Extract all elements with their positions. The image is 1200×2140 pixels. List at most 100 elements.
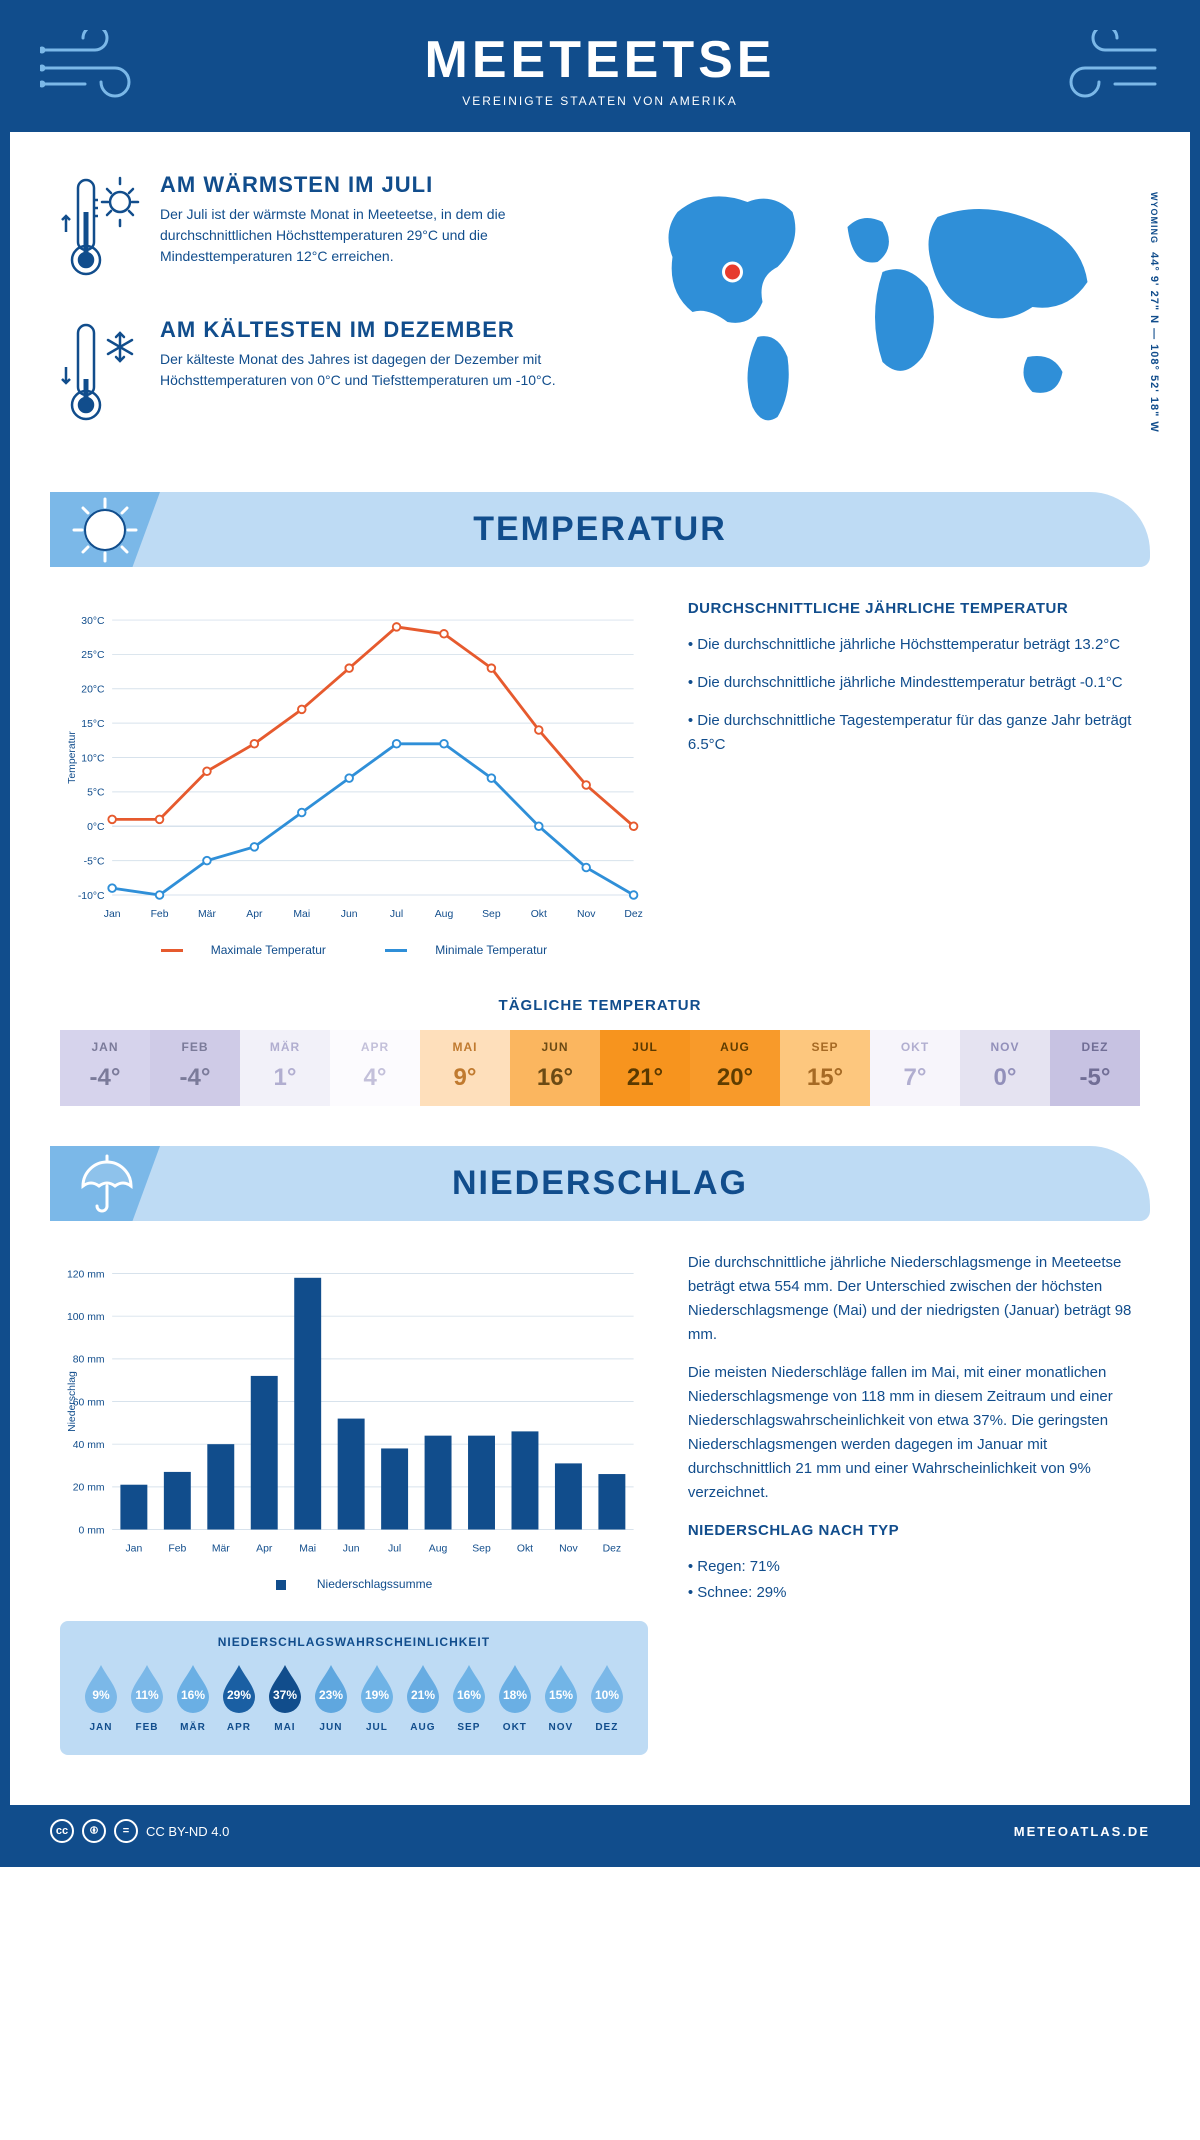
temp-side-l3: • Die durchschnittliche Tagestemperatur … [688, 709, 1140, 757]
svg-text:Jan: Jan [125, 1543, 142, 1554]
svg-text:Mai: Mai [293, 909, 310, 920]
svg-text:Feb: Feb [151, 909, 169, 920]
prob-drop: 19% JUL [354, 1661, 400, 1733]
precip-snow: • Schnee: 29% [688, 1581, 1140, 1605]
svg-text:120 mm: 120 mm [67, 1269, 105, 1280]
svg-text:29%: 29% [227, 1688, 251, 1702]
svg-text:Nov: Nov [559, 1543, 578, 1554]
license-text: CC BY-ND 4.0 [146, 1824, 229, 1839]
svg-text:Nov: Nov [577, 909, 596, 920]
daily-temp-title: TÄGLICHE TEMPERATUR [10, 997, 1190, 1014]
svg-text:Dez: Dez [603, 1543, 622, 1554]
svg-text:30°C: 30°C [81, 616, 105, 627]
footer-bar: cc 🅯 = CC BY-ND 4.0 METEOATLAS.DE [10, 1805, 1190, 1857]
svg-text:Apr: Apr [256, 1543, 273, 1554]
precip-probability: NIEDERSCHLAGSWAHRSCHEINLICHKEIT 9% JAN 1… [60, 1621, 648, 1755]
svg-text:9%: 9% [92, 1688, 110, 1702]
section-bar-temp: TEMPERATUR [50, 492, 1150, 567]
svg-text:Sep: Sep [472, 1543, 491, 1554]
site-name: METEOATLAS.DE [1014, 1824, 1150, 1839]
svg-text:Dez: Dez [624, 909, 643, 920]
coordinates: WYOMING 44° 9' 27" N — 108° 52' 18" W [1148, 192, 1160, 433]
svg-text:23%: 23% [319, 1688, 343, 1702]
precip-p1: Die durchschnittliche jährliche Niedersc… [688, 1251, 1140, 1347]
umbrella-icon [73, 1152, 137, 1216]
precip-rain: • Regen: 71% [688, 1555, 1140, 1579]
svg-text:0 mm: 0 mm [79, 1525, 105, 1536]
svg-text:5°C: 5°C [87, 788, 105, 799]
svg-text:21%: 21% [411, 1688, 435, 1702]
prob-drop: 21% AUG [400, 1661, 446, 1733]
svg-text:40 mm: 40 mm [73, 1440, 105, 1451]
wind-icon [1050, 30, 1160, 100]
svg-text:Okt: Okt [517, 1543, 533, 1554]
svg-text:Aug: Aug [429, 1543, 448, 1554]
daily-temp-table: JAN -4° FEB -4° MÄR 1° APR 4° MAI 9° JUN… [60, 1030, 1140, 1106]
thermometer-snow-icon [60, 317, 140, 427]
prob-drop: 16% SEP [446, 1661, 492, 1733]
section-title-temp: TEMPERATUR [50, 510, 1150, 549]
temp-side-l1: • Die durchschnittliche jährliche Höchst… [688, 633, 1140, 657]
cc-icon: cc [50, 1819, 74, 1843]
temp-cell: FEB -4° [150, 1030, 240, 1106]
prob-drop: 9% JAN [78, 1661, 124, 1733]
precip-type-title: NIEDERSCHLAG NACH TYP [688, 1519, 1140, 1543]
sun-icon [70, 495, 140, 565]
precip-p2: Die meisten Niederschläge fallen im Mai,… [688, 1361, 1140, 1505]
temp-cell: DEZ -5° [1050, 1030, 1140, 1106]
temp-cell: SEP 15° [780, 1030, 870, 1106]
prob-drop: 16% MÄR [170, 1661, 216, 1733]
prob-drop: 11% FEB [124, 1661, 170, 1733]
svg-text:18%: 18% [503, 1688, 527, 1702]
svg-text:Temperatur: Temperatur [67, 731, 78, 784]
svg-text:Aug: Aug [435, 909, 454, 920]
temp-side-l2: • Die durchschnittliche jährliche Mindes… [688, 671, 1140, 695]
prob-drop: 10% DEZ [584, 1661, 630, 1733]
section-title-precip: NIEDERSCHLAG [50, 1164, 1150, 1203]
temp-cell: JUN 16° [510, 1030, 600, 1106]
temp-cell: MÄR 1° [240, 1030, 330, 1106]
svg-text:100 mm: 100 mm [67, 1312, 105, 1323]
svg-text:Jul: Jul [388, 1543, 401, 1554]
svg-text:-10°C: -10°C [78, 891, 105, 902]
temp-cell: AUG 20° [690, 1030, 780, 1106]
svg-text:-5°C: -5°C [84, 856, 105, 867]
header-bar: MEETEETSE VEREINIGTE STAATEN VON AMERIKA [10, 10, 1190, 132]
fact-cold-body: Der kälteste Monat des Jahres ist dagege… [160, 349, 585, 391]
intro-section: AM WÄRMSTEN IM JULI Der Juli ist der wär… [10, 132, 1190, 492]
fact-warm-body: Der Juli ist der wärmste Monat in Meetee… [160, 204, 585, 267]
svg-text:Sep: Sep [482, 909, 501, 920]
svg-text:20°C: 20°C [81, 685, 105, 696]
nd-icon: = [114, 1819, 138, 1843]
svg-text:20 mm: 20 mm [73, 1483, 105, 1494]
precipitation-bar-chart: 0 mm20 mm40 mm60 mm80 mm100 mm120 mmJanF… [60, 1251, 648, 1571]
prob-drop: 37% MAI [262, 1661, 308, 1733]
page-title: MEETEETSE [10, 30, 1190, 90]
svg-text:Jul: Jul [390, 909, 403, 920]
prob-drop: 18% OKT [492, 1661, 538, 1733]
svg-text:19%: 19% [365, 1688, 389, 1702]
temp-cell: OKT 7° [870, 1030, 960, 1106]
fact-cold-title: AM KÄLTESTEN IM DEZEMBER [160, 317, 585, 343]
svg-text:11%: 11% [135, 1688, 159, 1702]
svg-text:Jun: Jun [343, 1543, 360, 1554]
prob-drop: 15% NOV [538, 1661, 584, 1733]
page-subtitle: VEREINIGTE STAATEN VON AMERIKA [10, 94, 1190, 108]
svg-text:80 mm: 80 mm [73, 1355, 105, 1366]
temp-cell: JUL 21° [600, 1030, 690, 1106]
svg-text:Apr: Apr [246, 909, 263, 920]
svg-text:10%: 10% [595, 1688, 619, 1702]
temp-cell: MAI 9° [420, 1030, 510, 1106]
fact-warm-title: AM WÄRMSTEN IM JULI [160, 172, 585, 198]
fact-coldest: AM KÄLTESTEN IM DEZEMBER Der kälteste Mo… [60, 317, 585, 432]
svg-text:Okt: Okt [531, 909, 547, 920]
temp-cell: NOV 0° [960, 1030, 1050, 1106]
prob-drop: 29% APR [216, 1661, 262, 1733]
svg-text:10°C: 10°C [81, 753, 105, 764]
svg-text:Mär: Mär [212, 1543, 230, 1554]
wind-icon [40, 30, 150, 100]
precip-prob-title: NIEDERSCHLAGSWAHRSCHEINLICHKEIT [78, 1635, 630, 1649]
world-map-icon [615, 172, 1140, 432]
svg-text:16%: 16% [181, 1688, 205, 1702]
temp-side-title: DURCHSCHNITTLICHE JÄHRLICHE TEMPERATUR [688, 597, 1140, 621]
